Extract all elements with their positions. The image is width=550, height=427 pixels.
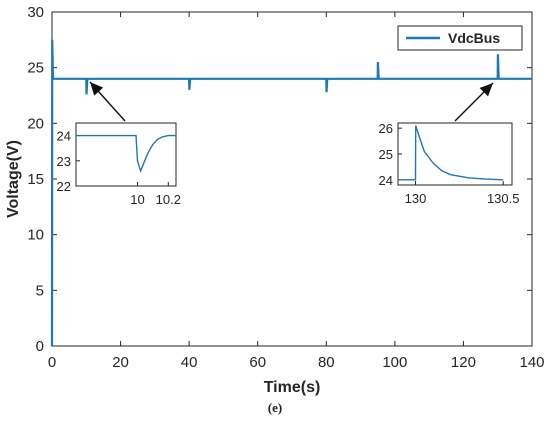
inset-y-tick-label: 22: [57, 179, 71, 194]
y-tick-label: 25: [27, 60, 44, 77]
inset-chart: 10 10.2 22 23 24: [57, 81, 181, 207]
series-line-vdcbus: [50, 39, 532, 347]
y-tick-label: 5: [36, 282, 44, 299]
inset-y-tick-label: 25: [379, 147, 393, 162]
x-tick-label: 140: [519, 354, 544, 371]
inset-x-tick-label: 130.5: [487, 191, 520, 206]
inset-y-tick-label: 24: [57, 129, 71, 144]
inset-y-tick-label: 24: [379, 173, 393, 188]
figure-caption: (e): [267, 400, 283, 415]
legend: VdcBus: [397, 25, 523, 51]
inset-arrow-head: [479, 83, 493, 97]
x-tick-label: 120: [451, 354, 476, 371]
inset-series-line: [76, 134, 176, 173]
x-tick-label: 80: [318, 354, 335, 371]
inset-x-tick-label: 130: [405, 191, 427, 206]
x-tick-label: 100: [382, 354, 407, 371]
inset-arrow-head: [90, 82, 104, 96]
inset-x-tick-label: 10: [130, 192, 144, 207]
y-tick-label: 0: [36, 338, 44, 355]
inset-plot-area: [75, 122, 177, 187]
y-tick-label: 15: [27, 171, 44, 188]
inset-y-tick-label: 23: [57, 154, 71, 169]
x-tick-label: 20: [112, 354, 129, 371]
x-tick-label: 60: [249, 354, 266, 371]
legend-box: [397, 25, 523, 51]
inset-y-tick-label: 26: [379, 121, 393, 136]
inset-series-line: [398, 125, 504, 181]
x-tick-label: 40: [181, 354, 198, 371]
inset-plot-area: [397, 122, 513, 186]
y-tick-label: 30: [27, 4, 44, 21]
y-tick-label: 20: [27, 115, 44, 132]
y-tick-label: 10: [27, 227, 44, 244]
x-axis-title: Time(s): [264, 379, 321, 396]
inset-x-tick-label: 10.2: [156, 192, 181, 207]
y-axis-title: Voltage(V): [5, 140, 22, 218]
legend-label-vdcbus: VdcBus: [448, 30, 500, 46]
inset-chart: 130 130.5 24 25 26: [379, 82, 520, 206]
x-tick-label: 0: [48, 354, 56, 371]
